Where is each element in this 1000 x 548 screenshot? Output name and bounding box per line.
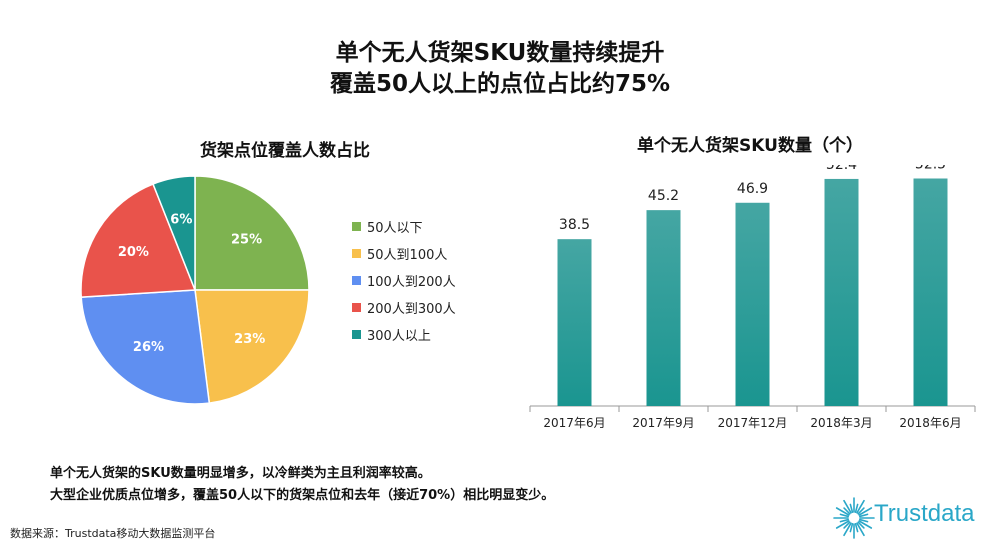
note-line1: 单个无人货架的SKU数量明显增多，以冷鲜类为主且利润率较高。: [50, 466, 431, 481]
legend-item: 200人到300人: [352, 294, 456, 321]
logo-ray: [843, 522, 852, 537]
logo-ray: [843, 521, 851, 529]
pie-chart: 25% 23% 26% 20% 6%: [80, 175, 310, 405]
legend-label: 300人以上: [367, 329, 431, 344]
legend-item: 300人以上: [352, 321, 456, 348]
sunburst-logo-icon: [833, 497, 875, 539]
pie-value-label: 23%: [234, 332, 265, 347]
logo-ray: [858, 520, 873, 529]
legend-item: 50人到100人: [352, 240, 456, 267]
headline-line2: 覆盖50人以上的点位占比约75%: [329, 71, 671, 97]
bar-value-label: 38.5: [559, 217, 590, 233]
bar-chart-title: 单个无人货架SKU数量（个）: [637, 136, 863, 156]
bar-value-label: 52.5: [915, 165, 946, 173]
x-tick-label: 2017年12月: [718, 416, 788, 430]
logo-ray: [856, 522, 865, 537]
logo-ray: [835, 520, 850, 529]
logo-text: Trustdata: [874, 500, 975, 527]
legend-swatch: [352, 222, 361, 231]
logo-ray: [839, 518, 850, 523]
logo-ray: [856, 499, 865, 514]
legend-swatch: [352, 330, 361, 339]
pie-legend: 50人以下 50人到100人 100人到200人 200人到300人 300人以…: [352, 213, 456, 348]
bar: [646, 210, 681, 406]
logo-ray: [854, 522, 859, 533]
note-line2: 大型企业优质点位增多，覆盖50人以下的货架点位和去年（接近70%）相比明显变少。: [50, 488, 555, 503]
pie-slice: [152, 175, 196, 291]
logo-ray: [857, 507, 865, 515]
bar: [735, 202, 770, 406]
legend-label: 50人以下: [367, 221, 423, 236]
legend-label: 100人到200人: [367, 275, 456, 290]
logo-ray: [839, 513, 850, 518]
pie-value-label: 25%: [231, 232, 262, 247]
bar: [913, 178, 948, 406]
pie-value-label: 26%: [133, 340, 164, 355]
pie-slice: [80, 289, 211, 405]
legend-swatch: [352, 249, 361, 258]
x-tick-label: 2018年3月: [810, 416, 872, 430]
logo-ray: [858, 513, 869, 518]
legend-item: 100人到200人: [352, 267, 456, 294]
pie-value-label: 6%: [170, 212, 192, 227]
bar: [557, 239, 592, 406]
bar-chart: 38.5 2017年6月 45.2 2017年9月 46.9 2017年12月 52.4 20…: [529, 165, 976, 430]
bar: [824, 178, 859, 406]
x-tick-label: 2017年6月: [543, 416, 605, 430]
legend-label: 50人到100人: [367, 248, 448, 263]
logo-ray: [857, 521, 865, 529]
trustdata-logo: Trustdata: [832, 492, 992, 544]
pie-slice: [194, 175, 310, 291]
headline-line1: 单个无人货架SKU数量持续提升: [335, 40, 665, 66]
bar-value-label: 46.9: [737, 181, 768, 197]
legend-label: 200人到300人: [367, 302, 456, 317]
logo-ray: [843, 499, 852, 514]
x-tick-label: 2018年6月: [899, 416, 961, 430]
logo-ray: [858, 518, 869, 523]
bar-value-label: 52.4: [826, 165, 857, 173]
logo-ray: [849, 503, 854, 514]
logo-ray: [849, 522, 854, 533]
legend-swatch: [352, 276, 361, 285]
pie-slice: [80, 183, 197, 298]
legend-swatch: [352, 303, 361, 312]
logo-ray: [835, 507, 850, 516]
pie-slice: [194, 289, 310, 404]
logo-ray: [854, 503, 859, 514]
legend-item: 50人以下: [352, 213, 456, 240]
logo-ray: [843, 507, 851, 515]
data-source: 数据来源：Trustdata移动大数据监测平台: [10, 527, 216, 540]
pie-value-label: 20%: [118, 245, 149, 260]
pie-chart-title: 货架点位覆盖人数占比: [200, 141, 370, 161]
bar-value-label: 45.2: [648, 188, 679, 204]
logo-ray: [858, 507, 873, 516]
x-tick-label: 2017年9月: [632, 416, 694, 430]
